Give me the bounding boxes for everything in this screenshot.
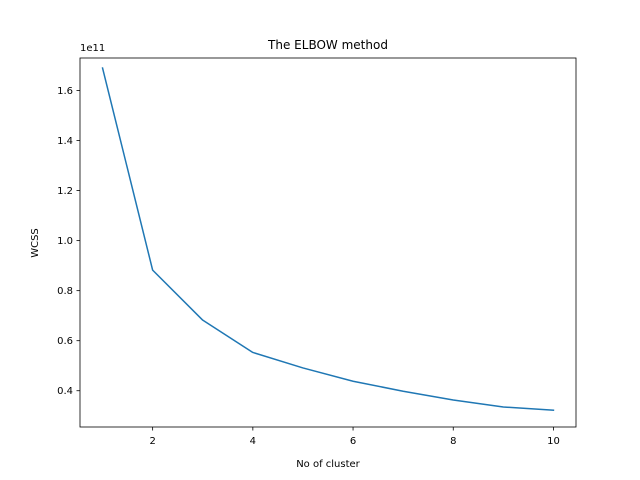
y-tick-label: 0.6 [57,336,73,347]
y-tick-label: 1.4 [57,136,73,147]
chart-title: The ELBOW method [267,38,388,52]
x-tick-label: 2 [149,436,155,447]
series-line-0 [101,67,555,412]
y-tick-label: 1.2 [57,186,73,197]
plot-frame [79,57,577,428]
y-tick-label: 0.4 [57,386,73,397]
y-tick-label: 0.8 [57,286,73,297]
y-axis-label: WCSS [30,228,41,258]
x-tick-label: 6 [350,436,356,447]
plot-area: 2 4 6 8 10 0.4 0.6 0.8 1.0 1.2 1.4 1.6 [57,57,577,447]
y-axis-offset-label: 1e11 [80,43,105,54]
x-axis-label: No of cluster [296,459,360,470]
y-tick-label: 1.6 [57,86,73,97]
x-tick-label: 8 [450,436,456,447]
y-tick-label: 1.0 [57,236,73,247]
x-tick-label: 4 [250,436,256,447]
x-tick-label: 10 [547,436,560,447]
